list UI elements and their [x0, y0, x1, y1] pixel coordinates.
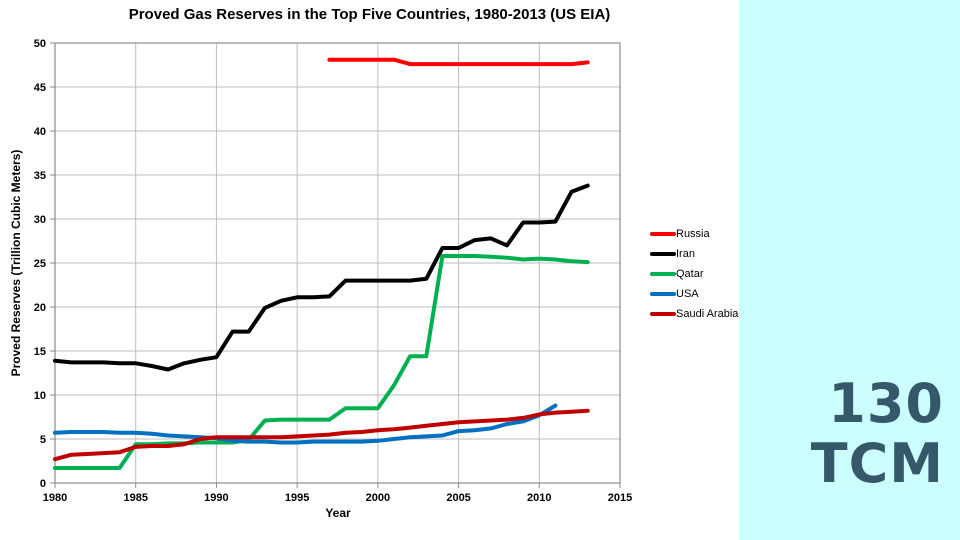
y-tick-label: 40: [34, 126, 46, 138]
legend-item-usa: USA: [650, 284, 738, 304]
series-line-russia: [327, 57, 590, 67]
series-line-qatar: [53, 254, 590, 470]
legend-swatch-saudi-arabia: [650, 312, 676, 316]
legend-label-qatar: Qatar: [676, 267, 704, 280]
x-tick-label: 2005: [446, 492, 470, 504]
legend-item-qatar: Qatar: [650, 264, 738, 284]
series-line-usa: [53, 403, 558, 445]
right-panel: 130 TCM: [739, 0, 960, 540]
series-line-iran: [53, 183, 590, 372]
x-tick-label: 1985: [123, 492, 147, 504]
legend-label-saudi-arabia: Saudi Arabia: [676, 307, 739, 320]
y-tick-label: 25: [34, 258, 46, 270]
x-tick-label: 1995: [285, 492, 309, 504]
y-tick-label: 30: [34, 214, 46, 226]
series-line-saudi-arabia: [53, 408, 590, 462]
chart-title: Proved Gas Reserves in the Top Five Coun…: [128, 6, 611, 23]
annotation-text: 130 TCM: [811, 374, 944, 494]
legend-item-saudi-arabia: Saudi Arabia: [650, 304, 738, 324]
y-tick-label: 5: [40, 434, 46, 446]
x-tick-label: 2015: [608, 492, 632, 504]
x-axis-title: Year: [325, 506, 351, 520]
x-tick-label: 1980: [43, 492, 67, 504]
annotation-line-2: TCM: [810, 432, 944, 495]
x-tick-label: 1990: [204, 492, 228, 504]
legend-swatch-russia: [650, 232, 676, 236]
legend: Russia Iran Qatar USA Saudi Arabia: [650, 224, 738, 324]
y-tick-label: 50: [34, 38, 46, 50]
line-chart: 0 5 10 15 20 25 30 35 40 45 50 1980 1985 1990 1995 2000…: [34, 38, 632, 504]
legend-swatch-qatar: [650, 272, 676, 276]
legend-label-russia: Russia: [676, 227, 710, 240]
y-tick-label: 45: [34, 82, 46, 94]
legend-item-iran: Iran: [650, 244, 738, 264]
legend-swatch-usa: [650, 292, 676, 296]
y-tick-label: 35: [34, 170, 46, 182]
y-tick-label: 0: [40, 478, 46, 490]
legend-swatch-iran: [650, 252, 676, 256]
y-tick-label: 15: [34, 346, 46, 358]
y-axis-title: Proved Reserves (Trillion Cubic Meters): [9, 149, 23, 377]
legend-label-iran: Iran: [676, 247, 695, 260]
legend-label-usa: USA: [676, 287, 699, 300]
legend-item-russia: Russia: [650, 224, 738, 244]
y-tick-label: 10: [34, 390, 46, 402]
x-tick-label: 2010: [527, 492, 551, 504]
chart-region: Proved Gas Reserves in the Top Five Coun…: [9, 6, 739, 520]
x-tick-label: 2000: [366, 492, 390, 504]
y-tick-label: 20: [34, 302, 46, 314]
annotation-line-1: 130: [828, 372, 944, 435]
